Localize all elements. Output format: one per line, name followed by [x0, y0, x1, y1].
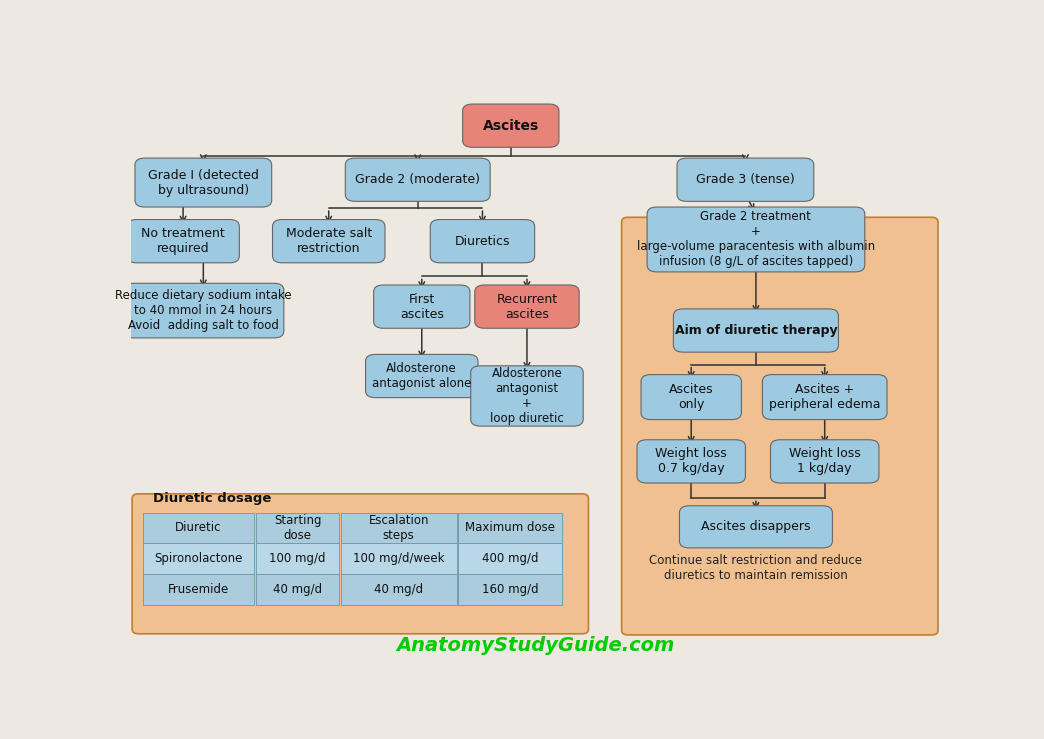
- FancyBboxPatch shape: [256, 543, 339, 574]
- Text: Aldosterone
antagonist
+
loop diuretic: Aldosterone antagonist + loop diuretic: [490, 367, 564, 425]
- Text: Grade 2 treatment
+
large-volume paracentesis with albumin
infusion (8 g/L of as: Grade 2 treatment + large-volume paracen…: [637, 211, 875, 268]
- Text: 160 mg/d: 160 mg/d: [481, 583, 539, 596]
- Text: Weight loss
1 kg/day: Weight loss 1 kg/day: [789, 447, 860, 475]
- FancyBboxPatch shape: [458, 513, 562, 543]
- Text: 40 mg/d: 40 mg/d: [374, 583, 423, 596]
- FancyBboxPatch shape: [458, 543, 562, 574]
- Text: Diuretic: Diuretic: [175, 522, 221, 534]
- FancyBboxPatch shape: [762, 375, 887, 420]
- FancyBboxPatch shape: [135, 158, 271, 207]
- Text: Reduce dietary sodium intake
to 40 mmol in 24 hours
Avoid  adding salt to food: Reduce dietary sodium intake to 40 mmol …: [115, 289, 291, 332]
- FancyBboxPatch shape: [680, 505, 832, 548]
- FancyBboxPatch shape: [256, 513, 339, 543]
- FancyBboxPatch shape: [770, 440, 879, 483]
- FancyBboxPatch shape: [143, 543, 255, 574]
- FancyBboxPatch shape: [143, 513, 255, 543]
- FancyBboxPatch shape: [374, 285, 470, 328]
- FancyBboxPatch shape: [673, 309, 838, 353]
- Text: Ascites
only: Ascites only: [669, 383, 713, 411]
- FancyBboxPatch shape: [458, 574, 562, 605]
- Text: Recurrent
ascites: Recurrent ascites: [496, 293, 557, 321]
- Text: Aldosterone
antagonist alone: Aldosterone antagonist alone: [372, 362, 472, 390]
- FancyBboxPatch shape: [475, 285, 579, 328]
- Text: Ascites +
peripheral edema: Ascites + peripheral edema: [769, 383, 880, 411]
- FancyBboxPatch shape: [272, 219, 385, 263]
- FancyBboxPatch shape: [340, 543, 456, 574]
- FancyBboxPatch shape: [346, 158, 490, 201]
- Text: Grade 2 (moderate): Grade 2 (moderate): [355, 173, 480, 186]
- FancyBboxPatch shape: [430, 219, 535, 263]
- Text: Escalation
steps: Escalation steps: [369, 514, 429, 542]
- Text: Starting
dose: Starting dose: [274, 514, 322, 542]
- Text: Diuretic dosage: Diuretic dosage: [153, 492, 271, 505]
- FancyBboxPatch shape: [340, 574, 456, 605]
- FancyBboxPatch shape: [462, 104, 559, 147]
- Text: Ascites disappers: Ascites disappers: [702, 520, 811, 534]
- FancyBboxPatch shape: [133, 494, 589, 634]
- Text: 400 mg/d: 400 mg/d: [481, 552, 539, 565]
- Text: Continue salt restriction and reduce
diuretics to maintain remission: Continue salt restriction and reduce diu…: [649, 554, 862, 582]
- Text: Maximum dose: Maximum dose: [465, 522, 555, 534]
- Text: Grade I (detected
by ultrasound): Grade I (detected by ultrasound): [148, 168, 259, 197]
- FancyBboxPatch shape: [471, 366, 584, 426]
- FancyBboxPatch shape: [340, 513, 456, 543]
- Text: Frusemide: Frusemide: [168, 583, 229, 596]
- Text: Ascites: Ascites: [482, 119, 539, 133]
- Text: Grade 3 (tense): Grade 3 (tense): [696, 173, 794, 186]
- FancyBboxPatch shape: [621, 217, 938, 635]
- Text: Weight loss
0.7 kg/day: Weight loss 0.7 kg/day: [656, 447, 727, 475]
- FancyBboxPatch shape: [256, 574, 339, 605]
- Text: Diuretics: Diuretics: [455, 235, 511, 248]
- Text: 100 mg/d/week: 100 mg/d/week: [353, 552, 445, 565]
- Text: 40 mg/d: 40 mg/d: [274, 583, 323, 596]
- Text: First
ascites: First ascites: [400, 293, 444, 321]
- FancyBboxPatch shape: [641, 375, 741, 420]
- FancyBboxPatch shape: [678, 158, 813, 201]
- Text: AnatomyStudyGuide.com: AnatomyStudyGuide.com: [396, 636, 674, 655]
- FancyBboxPatch shape: [365, 355, 478, 398]
- Text: Spironolactone: Spironolactone: [155, 552, 242, 565]
- FancyBboxPatch shape: [123, 283, 284, 338]
- Text: No treatment
required: No treatment required: [141, 227, 224, 255]
- Text: 100 mg/d: 100 mg/d: [269, 552, 326, 565]
- Text: Moderate salt
restriction: Moderate salt restriction: [286, 227, 372, 255]
- Text: Aim of diuretic therapy: Aim of diuretic therapy: [674, 324, 837, 337]
- FancyBboxPatch shape: [637, 440, 745, 483]
- FancyBboxPatch shape: [127, 219, 239, 263]
- FancyBboxPatch shape: [143, 574, 255, 605]
- FancyBboxPatch shape: [647, 207, 864, 272]
